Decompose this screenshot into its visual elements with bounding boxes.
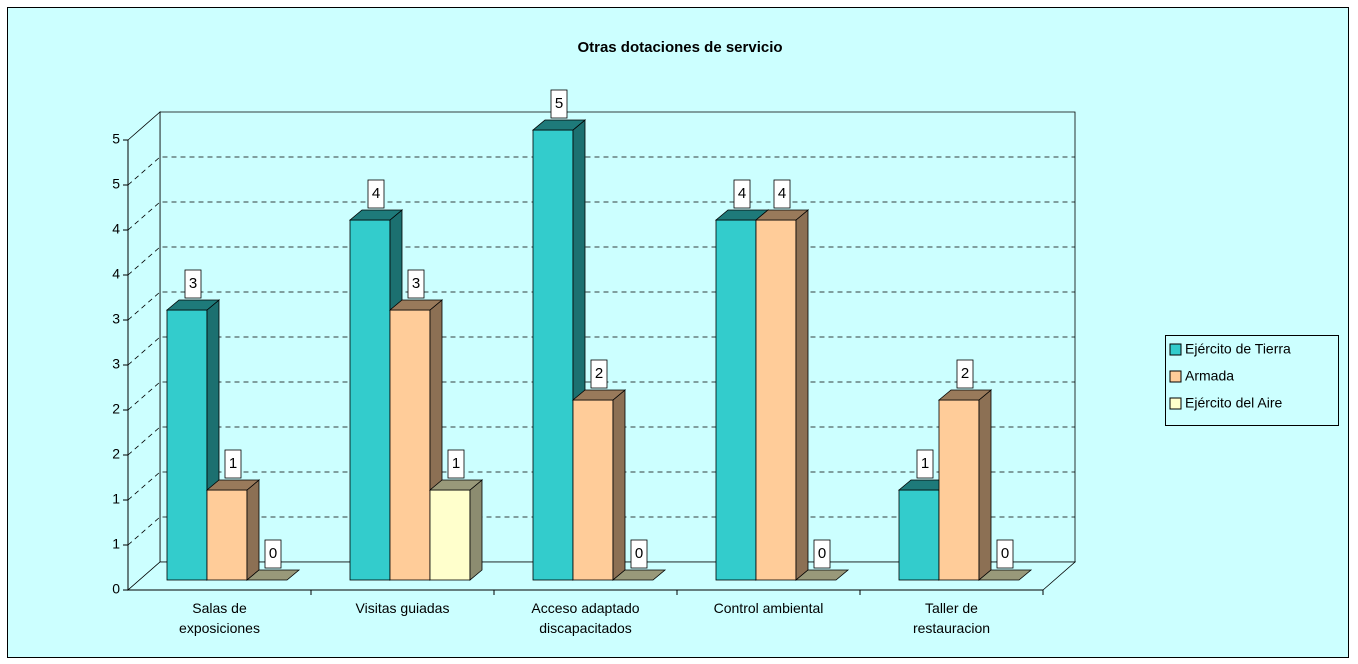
y-tick-label: 0: [112, 581, 120, 597]
data-label: 1: [452, 455, 460, 472]
data-label-box: [956, 359, 974, 389]
bar-top: [571, 389, 627, 401]
bar-top: [754, 209, 810, 221]
data-label-box: [367, 179, 385, 209]
data-label: 4: [738, 185, 746, 202]
bar-top: [531, 119, 587, 131]
legend-swatch: [1169, 370, 1182, 383]
y-tick-label: 2: [112, 401, 120, 417]
data-label-box: [550, 89, 568, 119]
y-tick-label: 5: [112, 176, 120, 192]
bar-side: [469, 479, 483, 581]
bar: [977, 569, 1033, 581]
y-tick-label: 1: [112, 491, 120, 507]
x-tick-label: Salas de exposiciones: [179, 600, 260, 636]
bar: [349, 219, 391, 581]
data-label: 0: [269, 545, 277, 562]
y-tick-label: 1: [112, 536, 120, 552]
bar: [532, 129, 574, 581]
data-label: 0: [1001, 545, 1009, 562]
y-tick-label: 2: [112, 446, 120, 462]
data-label-box: [590, 359, 608, 389]
legend-label: Armada: [1185, 368, 1234, 384]
x-tick-label: Taller de restauracion: [912, 600, 991, 636]
data-label-box: [224, 449, 242, 479]
x-tick-label: Acceso adaptado discapacitados: [531, 600, 640, 636]
data-label: 1: [921, 455, 929, 472]
bar: [572, 399, 614, 581]
bar: [245, 569, 301, 581]
data-label: 4: [372, 185, 380, 202]
x-tick-label: Control ambiental: [713, 600, 824, 616]
grid-line: [127, 156, 1075, 186]
data-label-box: [447, 449, 465, 479]
data-label: 0: [818, 545, 826, 562]
bar: [898, 489, 940, 581]
legend-label: Ejército del Aire: [1185, 395, 1282, 411]
data-label: 0: [635, 545, 643, 562]
bar-top: [348, 209, 404, 221]
bar: [389, 309, 431, 581]
y-tick-label: 5: [112, 131, 120, 147]
legend-label: Ejército de Tierra: [1185, 341, 1291, 357]
chart-title: Otras dotaciones de servicio: [577, 39, 782, 56]
legend-swatch: [1169, 343, 1182, 356]
data-label-box: [916, 449, 934, 479]
bar: [755, 219, 797, 581]
bar-top: [428, 479, 484, 491]
bar-side: [612, 389, 626, 581]
x-tick-label: Visitas guiadas: [355, 600, 450, 616]
data-label: 4: [778, 185, 786, 202]
legend-swatch: [1169, 397, 1182, 410]
y-tick-label: 3: [112, 311, 120, 327]
data-label: 5: [555, 95, 563, 112]
data-label: 2: [595, 365, 603, 382]
data-label: 1: [229, 455, 237, 472]
bar: [938, 399, 980, 581]
data-label-box: [773, 179, 791, 209]
data-label-box: [184, 269, 202, 299]
bar-top: [937, 389, 993, 401]
bar-side: [978, 389, 992, 581]
bar: [206, 489, 248, 581]
bar-top: [388, 299, 444, 311]
bar: [794, 569, 850, 581]
data-label-box: [733, 179, 751, 209]
bar: [715, 219, 757, 581]
y-tick-label: 4: [112, 221, 120, 237]
data-label-box: [996, 539, 1014, 569]
bar: [166, 309, 208, 581]
data-label: 2: [961, 365, 969, 382]
bar-side: [246, 479, 260, 581]
data-label: 3: [189, 275, 197, 292]
bar: [429, 489, 471, 581]
bar-side: [795, 209, 809, 581]
grid-line: [127, 201, 1075, 231]
bar: [611, 569, 667, 581]
data-label-box: [264, 539, 282, 569]
data-label-box: [407, 269, 425, 299]
legend-box: [1165, 335, 1339, 426]
bar-top: [205, 479, 261, 491]
y-tick-label: 4: [112, 266, 120, 282]
data-label-box: [813, 539, 831, 569]
y-tick-label: 3: [112, 356, 120, 372]
data-label: 3: [412, 275, 420, 292]
data-label-box: [630, 539, 648, 569]
bar-top: [165, 299, 221, 311]
